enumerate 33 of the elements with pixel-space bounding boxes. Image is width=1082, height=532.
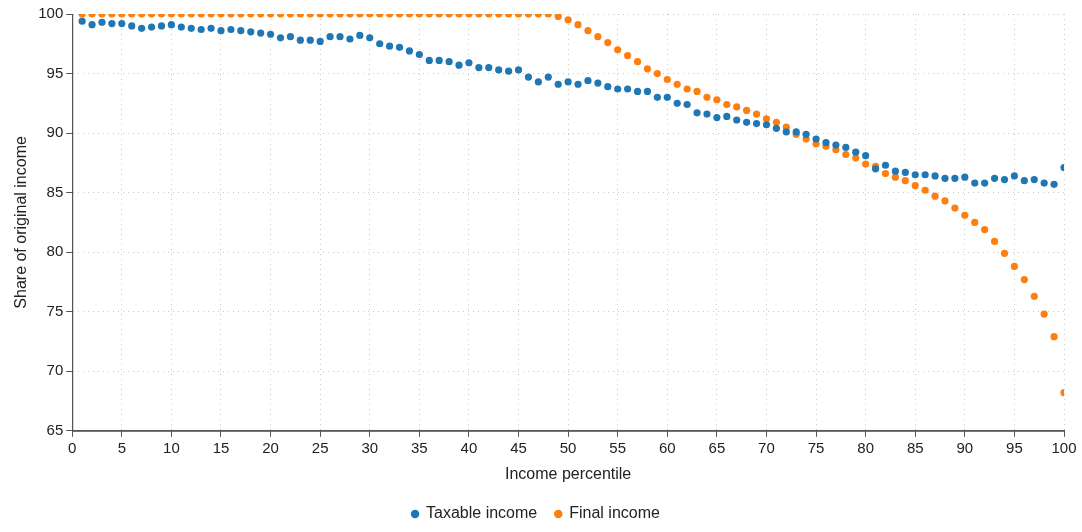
legend-label: Final income — [569, 504, 661, 522]
y-tick-label: 75 — [46, 301, 64, 319]
y-tick-label: 70 — [46, 361, 64, 379]
x-tick-label: 15 — [212, 438, 230, 456]
x-tick-label: 50 — [559, 438, 577, 456]
y-tick-label: 95 — [46, 63, 64, 81]
y-tick-label: 90 — [46, 123, 64, 141]
x-tick-label: 30 — [361, 438, 379, 456]
x-tick-label: 70 — [758, 438, 775, 456]
x-tick-label: 90 — [956, 438, 974, 456]
y-tick-label: 85 — [46, 182, 64, 200]
x-tick-label: 75 — [807, 438, 825, 456]
x-tick-label: 0 — [68, 438, 77, 456]
x-tick-label: 60 — [658, 438, 676, 456]
x-tick-label: 85 — [906, 438, 924, 456]
x-tick-label: 45 — [510, 438, 527, 456]
x-tick-label: 35 — [411, 438, 428, 456]
x-tick-label: 5 — [117, 438, 126, 456]
x-tick-label: 25 — [311, 438, 329, 456]
x-tick-label: 55 — [609, 438, 627, 456]
x-tick-label: 100 — [1051, 438, 1077, 456]
legend-label: Taxable income — [426, 504, 538, 522]
y-tick-label: 100 — [38, 4, 64, 22]
x-axis-title: Income percentile — [504, 464, 632, 482]
y-axis-title: Share of original income — [12, 136, 30, 309]
y-tick-label: 80 — [46, 242, 64, 260]
y-tick-label: 65 — [46, 420, 64, 438]
x-tick-label: 80 — [857, 438, 874, 456]
x-tick-label: 20 — [262, 438, 279, 456]
x-tick-label: 40 — [460, 438, 478, 456]
x-tick-label: 65 — [708, 438, 726, 456]
x-tick-label: 10 — [163, 438, 180, 456]
x-tick-label: 95 — [1006, 438, 1023, 456]
